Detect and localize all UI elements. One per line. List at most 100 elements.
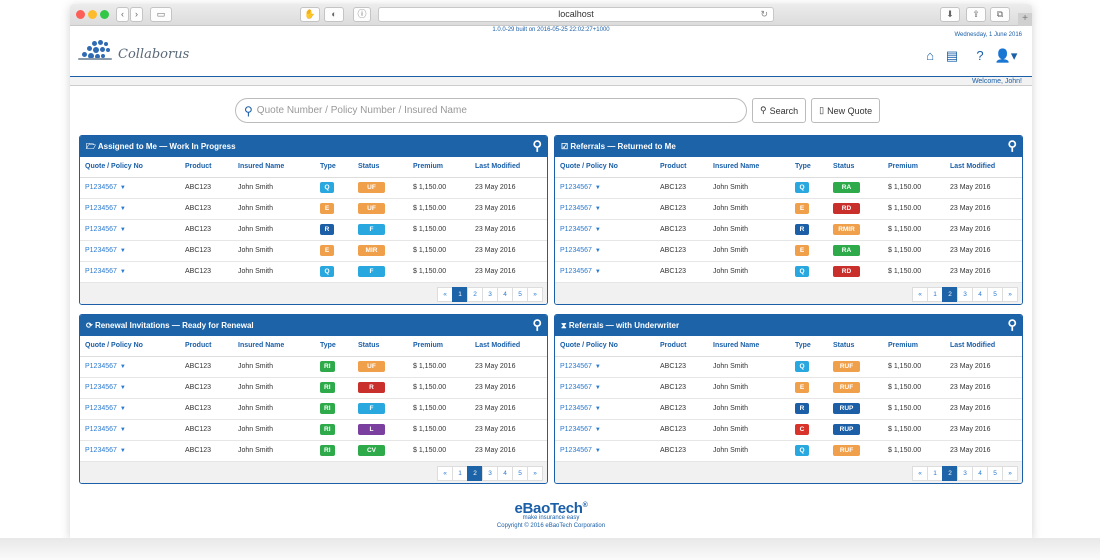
toggle-icon[interactable]: ◐	[324, 7, 344, 22]
column-header[interactable]: Insured Name	[708, 157, 790, 178]
table-row[interactable]: P1234567 ▼ ABC123 John Smith Q RUF $ 1,150.00 2…	[555, 356, 1022, 378]
book-icon[interactable]: ▤	[945, 48, 959, 63]
table-row[interactable]: P1234567 ▼ ABC123 John Smith Q F $ 1,150.00 23 …	[80, 261, 547, 283]
column-header[interactable]: Type	[790, 157, 828, 178]
policy-link[interactable]: P1234567 ▼	[555, 398, 655, 420]
column-header[interactable]: Last Modified	[945, 157, 1022, 178]
table-row[interactable]: P1234567 ▼ ABC123 John Smith RI R $ 1,150.00 23…	[80, 377, 547, 399]
page-button[interactable]: 3	[482, 465, 498, 481]
info-icon[interactable]: ⓘ	[353, 7, 371, 22]
policy-number[interactable]: P1234567	[560, 268, 592, 275]
search-input[interactable]	[256, 105, 717, 116]
zoom-icon[interactable]: ⚲	[532, 138, 542, 153]
new-tab-icon[interactable]: +	[1018, 13, 1032, 26]
policy-number[interactable]: P1234567	[85, 247, 117, 254]
column-header[interactable]: Type	[790, 336, 828, 357]
policy-number[interactable]: P1234567	[85, 205, 117, 212]
page-button[interactable]: 4	[497, 465, 513, 481]
table-row[interactable]: P1234567 ▼ ABC123 John Smith R RUP $ 1,150.00 2…	[555, 398, 1022, 420]
policy-link[interactable]: P1234567 ▼	[80, 198, 180, 220]
tabs-icon[interactable]: ⧉	[990, 7, 1010, 22]
page-next-button[interactable]: »	[527, 286, 543, 302]
page-button[interactable]: 1	[452, 465, 468, 481]
column-header[interactable]: Product	[180, 336, 233, 357]
page-button[interactable]: 3	[957, 465, 973, 481]
share-icon[interactable]: ⇪	[966, 7, 986, 22]
policy-number[interactable]: P1234567	[560, 205, 592, 212]
page-button[interactable]: 5	[987, 286, 1003, 302]
page-button[interactable]: 1	[452, 286, 468, 302]
table-row[interactable]: P1234567 ▼ ABC123 John Smith Q RA $ 1,150.00 23…	[555, 177, 1022, 199]
policy-link[interactable]: P1234567 ▼	[555, 419, 655, 441]
policy-link[interactable]: P1234567 ▼	[80, 419, 180, 441]
page-prev-button[interactable]: «	[437, 465, 453, 481]
zoom-icon[interactable]: ⚲	[1007, 317, 1017, 332]
page-button[interactable]: 4	[497, 286, 513, 302]
table-row[interactable]: P1234567 ▼ ABC123 John Smith E RUF $ 1,150.00 2…	[555, 377, 1022, 399]
policy-number[interactable]: P1234567	[85, 226, 117, 233]
policy-number[interactable]: P1234567	[85, 384, 117, 391]
address-bar[interactable]: localhost ↻	[378, 7, 774, 22]
page-next-button[interactable]: »	[1002, 465, 1018, 481]
table-row[interactable]: P1234567 ▼ ABC123 John Smith E UF $ 1,150.00 23…	[80, 198, 547, 220]
caret-down-icon[interactable]: ▼	[594, 448, 601, 454]
column-header[interactable]: Insured Name	[233, 157, 315, 178]
app-logo[interactable]: Collaborus	[78, 39, 189, 65]
caret-down-icon[interactable]: ▼	[119, 185, 126, 191]
column-header[interactable]: Quote / Policy No	[80, 157, 180, 178]
policy-number[interactable]: P1234567	[560, 405, 592, 412]
caret-down-icon[interactable]: ▼	[119, 385, 126, 391]
caret-down-icon[interactable]: ▼	[594, 364, 601, 370]
column-header[interactable]: Last Modified	[470, 157, 547, 178]
caret-down-icon[interactable]: ▼	[594, 227, 601, 233]
page-button[interactable]: 2	[467, 286, 483, 302]
page-button[interactable]: 4	[972, 465, 988, 481]
policy-link[interactable]: P1234567 ▼	[555, 356, 655, 378]
caret-down-icon[interactable]: ▼	[119, 269, 126, 275]
back-icon[interactable]: ‹	[116, 7, 129, 22]
policy-link[interactable]: P1234567 ▼	[555, 219, 655, 241]
page-next-button[interactable]: »	[527, 465, 543, 481]
policy-link[interactable]: P1234567 ▼	[555, 440, 655, 462]
column-header[interactable]: Product	[180, 157, 233, 178]
policy-link[interactable]: P1234567 ▼	[555, 377, 655, 399]
page-button[interactable]: 2	[942, 465, 958, 481]
page-button[interactable]: 3	[482, 286, 498, 302]
zoom-icon[interactable]: ⚲	[532, 317, 542, 332]
table-row[interactable]: P1234567 ▼ ABC123 John Smith Q UF $ 1,150.00 23…	[80, 177, 547, 199]
table-row[interactable]: P1234567 ▼ ABC123 John Smith R F $ 1,150.00 23 …	[80, 219, 547, 241]
caret-down-icon[interactable]: ▼	[119, 427, 126, 433]
policy-number[interactable]: P1234567	[85, 268, 117, 275]
policy-number[interactable]: P1234567	[560, 384, 592, 391]
table-row[interactable]: P1234567 ▼ ABC123 John Smith RI UF $ 1,150.00 2…	[80, 356, 547, 378]
table-row[interactable]: P1234567 ▼ ABC123 John Smith Q RUF $ 1,150.00 2…	[555, 440, 1022, 462]
column-header[interactable]: Status	[353, 157, 408, 178]
column-header[interactable]: Status	[828, 336, 883, 357]
policy-number[interactable]: P1234567	[560, 447, 592, 454]
policy-link[interactable]: P1234567 ▼	[555, 198, 655, 220]
table-row[interactable]: P1234567 ▼ ABC123 John Smith R RMIR $ 1,150.00…	[555, 219, 1022, 241]
reload-icon[interactable]: ↻	[760, 9, 768, 19]
column-header[interactable]: Last Modified	[470, 336, 547, 357]
policy-link[interactable]: P1234567 ▼	[555, 177, 655, 199]
page-button[interactable]: 5	[512, 286, 528, 302]
table-row[interactable]: P1234567 ▼ ABC123 John Smith RI L $ 1,150.00 23…	[80, 419, 547, 441]
shield-icon[interactable]: ✋	[300, 7, 320, 22]
policy-link[interactable]: P1234567 ▼	[80, 219, 180, 241]
caret-down-icon[interactable]: ▼	[594, 269, 601, 275]
page-button[interactable]: 1	[927, 465, 943, 481]
policy-link[interactable]: P1234567 ▼	[80, 261, 180, 283]
policy-number[interactable]: P1234567	[560, 247, 592, 254]
page-button[interactable]: 4	[972, 286, 988, 302]
column-header[interactable]: Quote / Policy No	[80, 336, 180, 357]
user-menu-icon[interactable]: 👤▾	[994, 48, 1018, 63]
page-prev-button[interactable]: «	[912, 286, 928, 302]
column-header[interactable]: Premium	[408, 336, 470, 357]
policy-number[interactable]: P1234567	[85, 363, 117, 370]
zoom-icon[interactable]: ⚲	[1007, 138, 1017, 153]
policy-link[interactable]: P1234567 ▼	[80, 440, 180, 462]
table-row[interactable]: P1234567 ▼ ABC123 John Smith E RD $ 1,150.00 23…	[555, 198, 1022, 220]
policy-link[interactable]: P1234567 ▼	[80, 356, 180, 378]
policy-link[interactable]: P1234567 ▼	[555, 240, 655, 262]
column-header[interactable]: Product	[655, 157, 708, 178]
